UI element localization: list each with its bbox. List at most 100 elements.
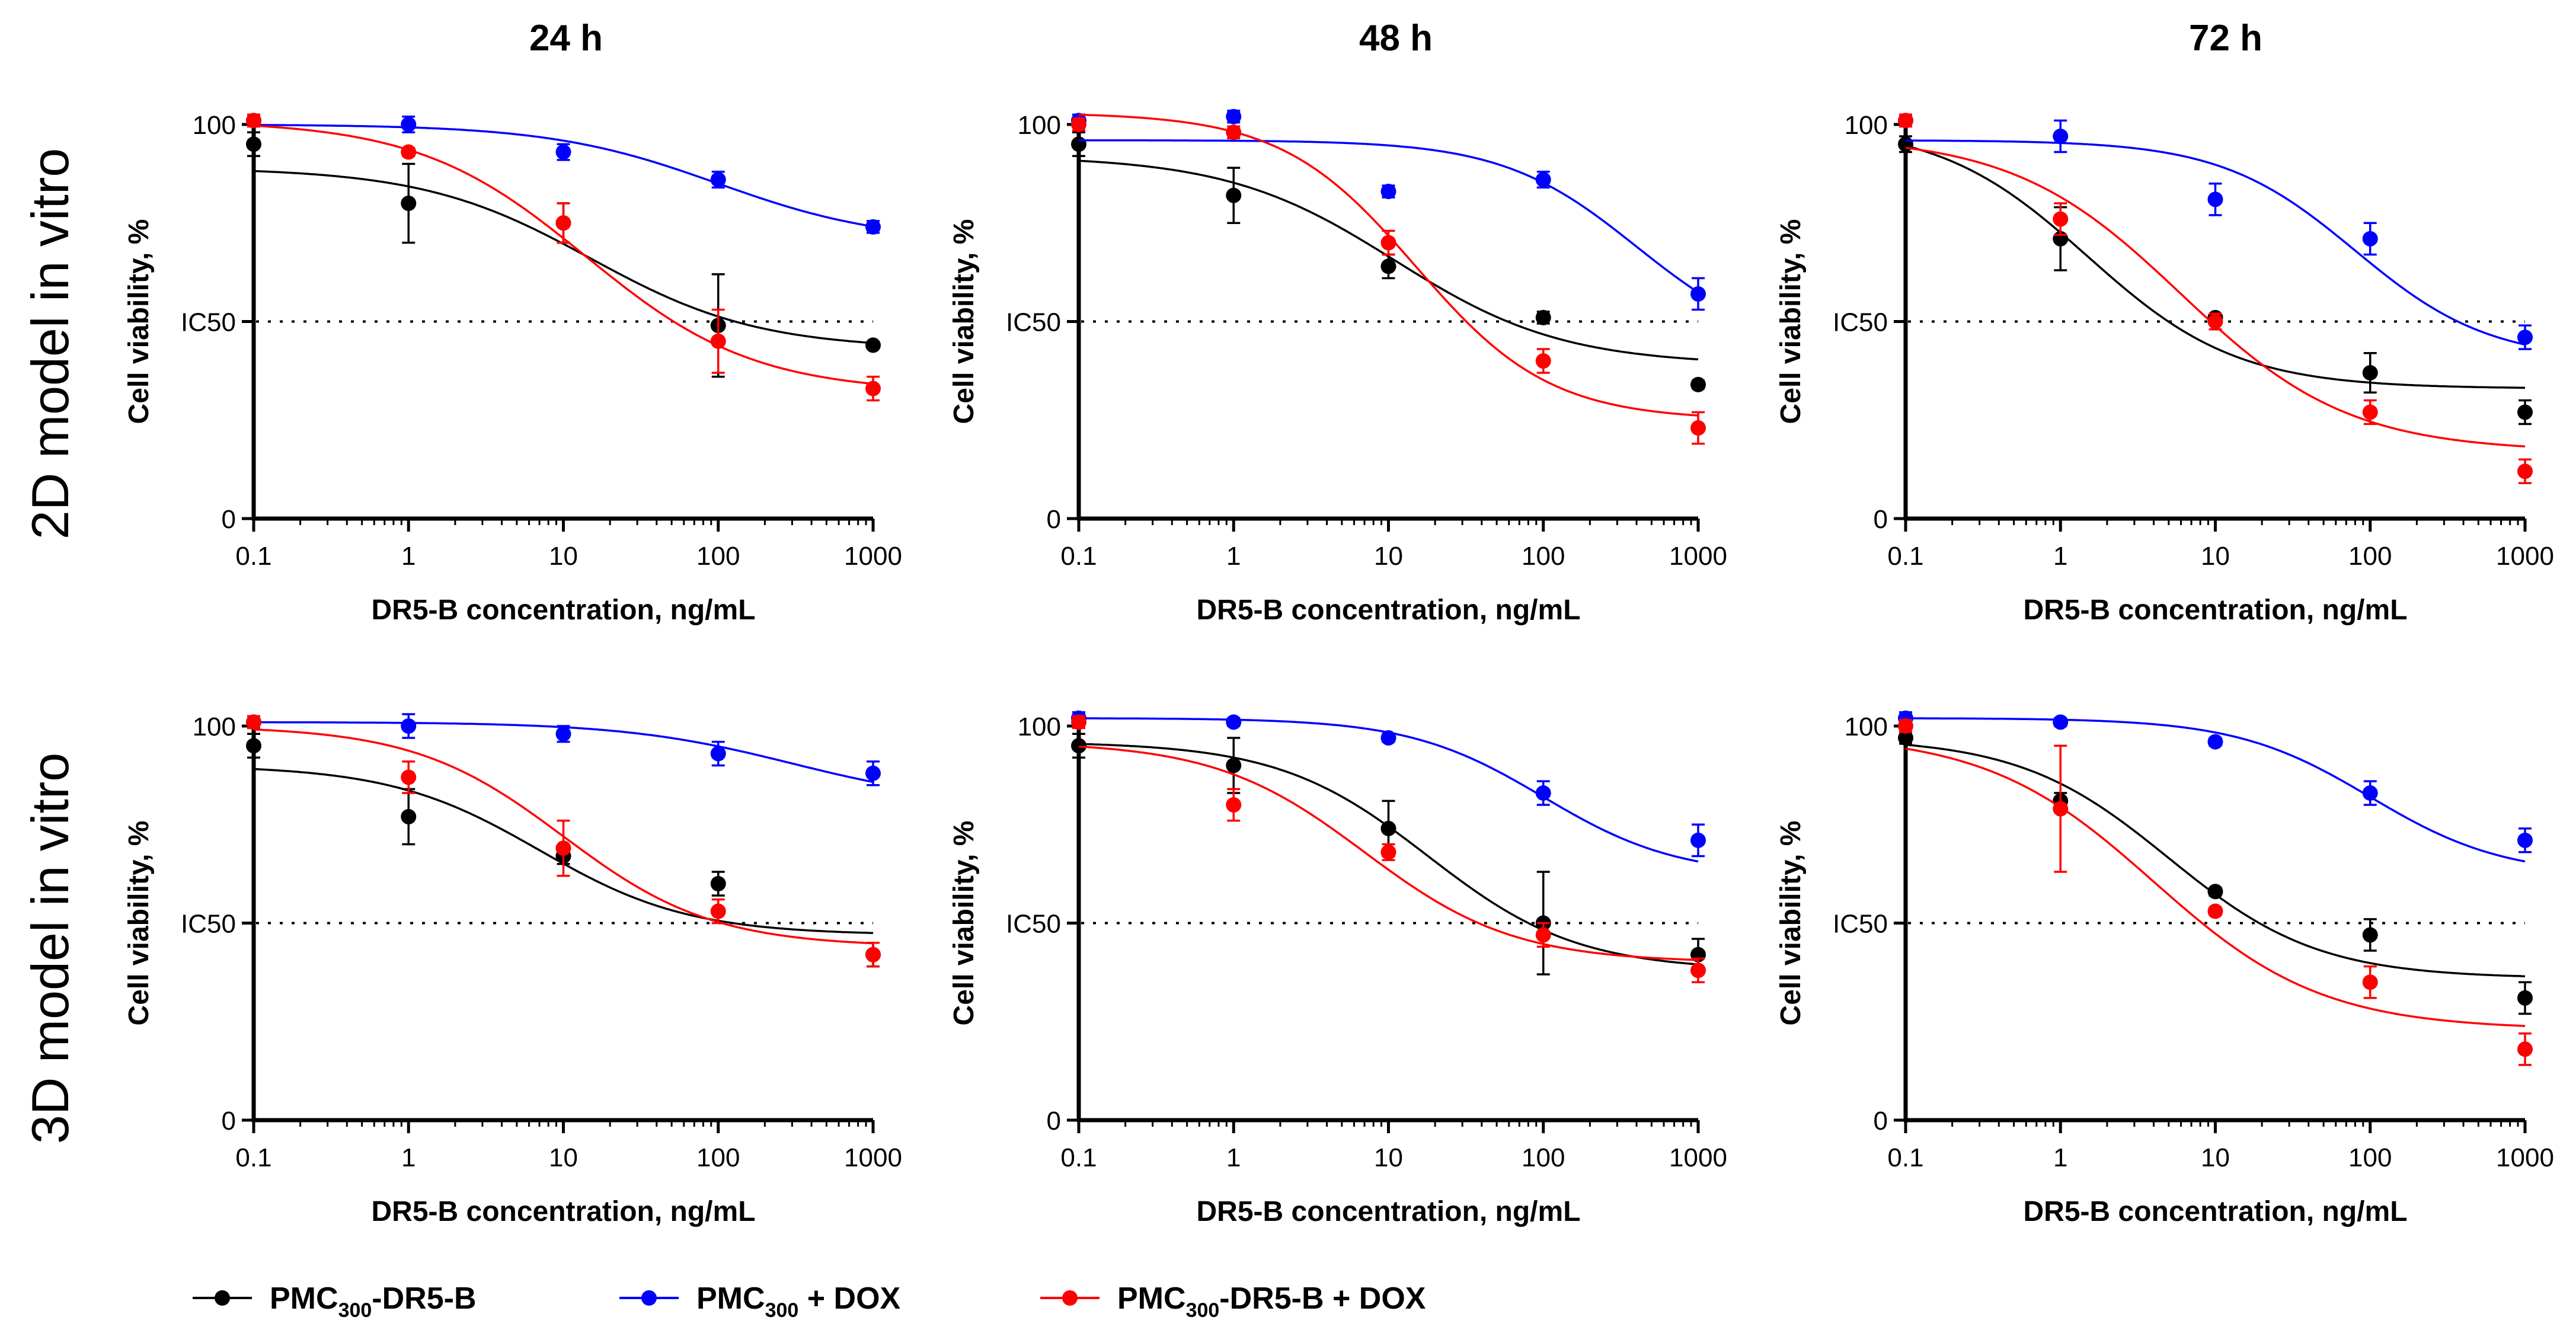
fit-curve-black [253, 170, 874, 344]
column-title-72h: 72 h [2189, 18, 2262, 59]
data-point-red [246, 714, 261, 730]
x-tick-label: 100 [2348, 1143, 2392, 1172]
x-tick-label: 10 [549, 1143, 578, 1172]
y-tick-label: 0 [1874, 505, 1888, 534]
row-title-3d: 3D model in vitro [21, 753, 79, 1144]
x-tick-label: 1000 [2496, 542, 2554, 571]
data-point-blue [401, 718, 417, 734]
data-point-black [401, 808, 417, 824]
column-title-48h: 48 h [1359, 18, 1433, 59]
data-point-blue [1535, 172, 1551, 188]
data-point-blue [1380, 184, 1396, 200]
data-point-red [710, 333, 726, 349]
legend-label-black: PMC300-DR5-B [270, 1281, 477, 1322]
data-point-red [1226, 797, 1242, 813]
data-point-blue [1535, 785, 1551, 801]
y-tick-label: 0 [222, 505, 236, 534]
legend-label-blue: PMC300 + DOX [696, 1281, 901, 1322]
data-point-blue [710, 172, 726, 188]
x-tick-label: 1000 [844, 542, 902, 571]
data-point-blue [865, 219, 881, 235]
data-point-red [865, 380, 881, 396]
x-tick-label: 100 [696, 1143, 740, 1172]
chart-panel-3d-72h: 0 IC50 100 0.1 1 10 100 1000 DR5-B concentration… [1775, 710, 2554, 1227]
x-tick-label: 10 [2201, 542, 2230, 571]
data-point-blue [2362, 231, 2378, 247]
data-point-red [246, 113, 261, 129]
legend-label-subscript: 300 [338, 1299, 372, 1322]
x-tick-label: 1 [401, 1143, 416, 1172]
data-point-red [1898, 113, 1913, 129]
data-point-blue [2517, 832, 2533, 848]
data-point-blue [2362, 785, 2378, 801]
legend-label-suffix: -DR5-B + DOX [1219, 1281, 1426, 1316]
x-tick-label: 1000 [1669, 1143, 1727, 1172]
data-point-red [1071, 117, 1086, 132]
data-point-black [1898, 730, 1913, 746]
data-point-black [1690, 376, 1706, 392]
fit-curve-red [253, 124, 874, 385]
legend-label-prefix: PMC [270, 1281, 338, 1316]
data-point-black [2517, 990, 2533, 1006]
data-point-blue [555, 726, 571, 742]
data-point-red [555, 215, 571, 231]
data-point-red [2053, 801, 2069, 817]
data-point-black [1380, 820, 1396, 836]
data-point-black [1898, 136, 1913, 152]
data-point-red [2207, 903, 2223, 919]
data-point-red [865, 947, 881, 963]
data-point-black [2362, 364, 2378, 380]
data-point-black [1226, 757, 1242, 773]
y-tick-label: 100 [193, 111, 236, 140]
y-axis-label: Cell viability, % [948, 821, 980, 1026]
data-point-black [2362, 927, 2378, 943]
data-point-black [401, 196, 417, 211]
data-point-red [401, 769, 417, 785]
data-point-black [246, 136, 261, 152]
fit-curve-blue [1079, 139, 1699, 293]
legend-marker-black [215, 1290, 230, 1306]
fit-curve-black [1905, 145, 2526, 389]
y-axis-label: Cell viability, % [1775, 219, 1807, 424]
data-point-black [246, 738, 261, 754]
x-axis-label: DR5-B concentration, ng/mL [2023, 594, 2407, 626]
x-tick-label: 0.1 [1060, 1143, 1097, 1172]
data-point-red [1898, 718, 1913, 734]
data-point-black [1071, 738, 1086, 754]
data-point-red [2517, 463, 2533, 479]
data-point-red [2362, 974, 2378, 990]
fit-curve-blue [1906, 717, 2526, 863]
x-tick-label: 100 [696, 542, 740, 571]
data-point-blue [401, 117, 417, 132]
x-tick-label: 1000 [1669, 542, 1727, 571]
data-point-black [710, 876, 726, 891]
x-tick-label: 1 [2053, 1143, 2067, 1172]
data-point-blue [1380, 730, 1396, 746]
x-tick-label: 1 [2053, 542, 2067, 571]
legend-label-red: PMC300-DR5-B + DOX [1117, 1281, 1426, 1322]
data-point-blue [865, 765, 881, 781]
y-tick-label: 0 [1047, 505, 1061, 534]
y-axis-label: Cell viability, % [1775, 821, 1807, 1026]
data-point-black [1071, 136, 1086, 152]
fit-curve-red [1905, 747, 2526, 1027]
data-point-blue [2053, 128, 2069, 144]
x-axis-label: DR5-B concentration, ng/mL [371, 1196, 755, 1227]
legend-label-subscript: 300 [1186, 1299, 1220, 1322]
chart-panel-3d-48h: 0 IC50 100 0.1 1 10 100 1000 DR5-B concentration… [948, 710, 1727, 1227]
data-point-black [1380, 258, 1396, 274]
data-point-red [401, 144, 417, 160]
x-tick-label: 0.1 [235, 542, 271, 571]
x-tick-label: 1000 [2496, 1143, 2554, 1172]
data-point-red [1380, 235, 1396, 251]
data-point-blue [2207, 191, 2223, 207]
data-point-black [1226, 187, 1242, 203]
y-axis-label: Cell viability, % [948, 219, 980, 424]
x-tick-label: 10 [1374, 1143, 1403, 1172]
data-point-red [2517, 1041, 2533, 1057]
y-tick-label: 100 [1845, 712, 1888, 741]
y-tick-label: IC50 [181, 910, 236, 939]
x-tick-label: 0.1 [235, 1143, 271, 1172]
x-tick-label: 1 [401, 542, 416, 571]
